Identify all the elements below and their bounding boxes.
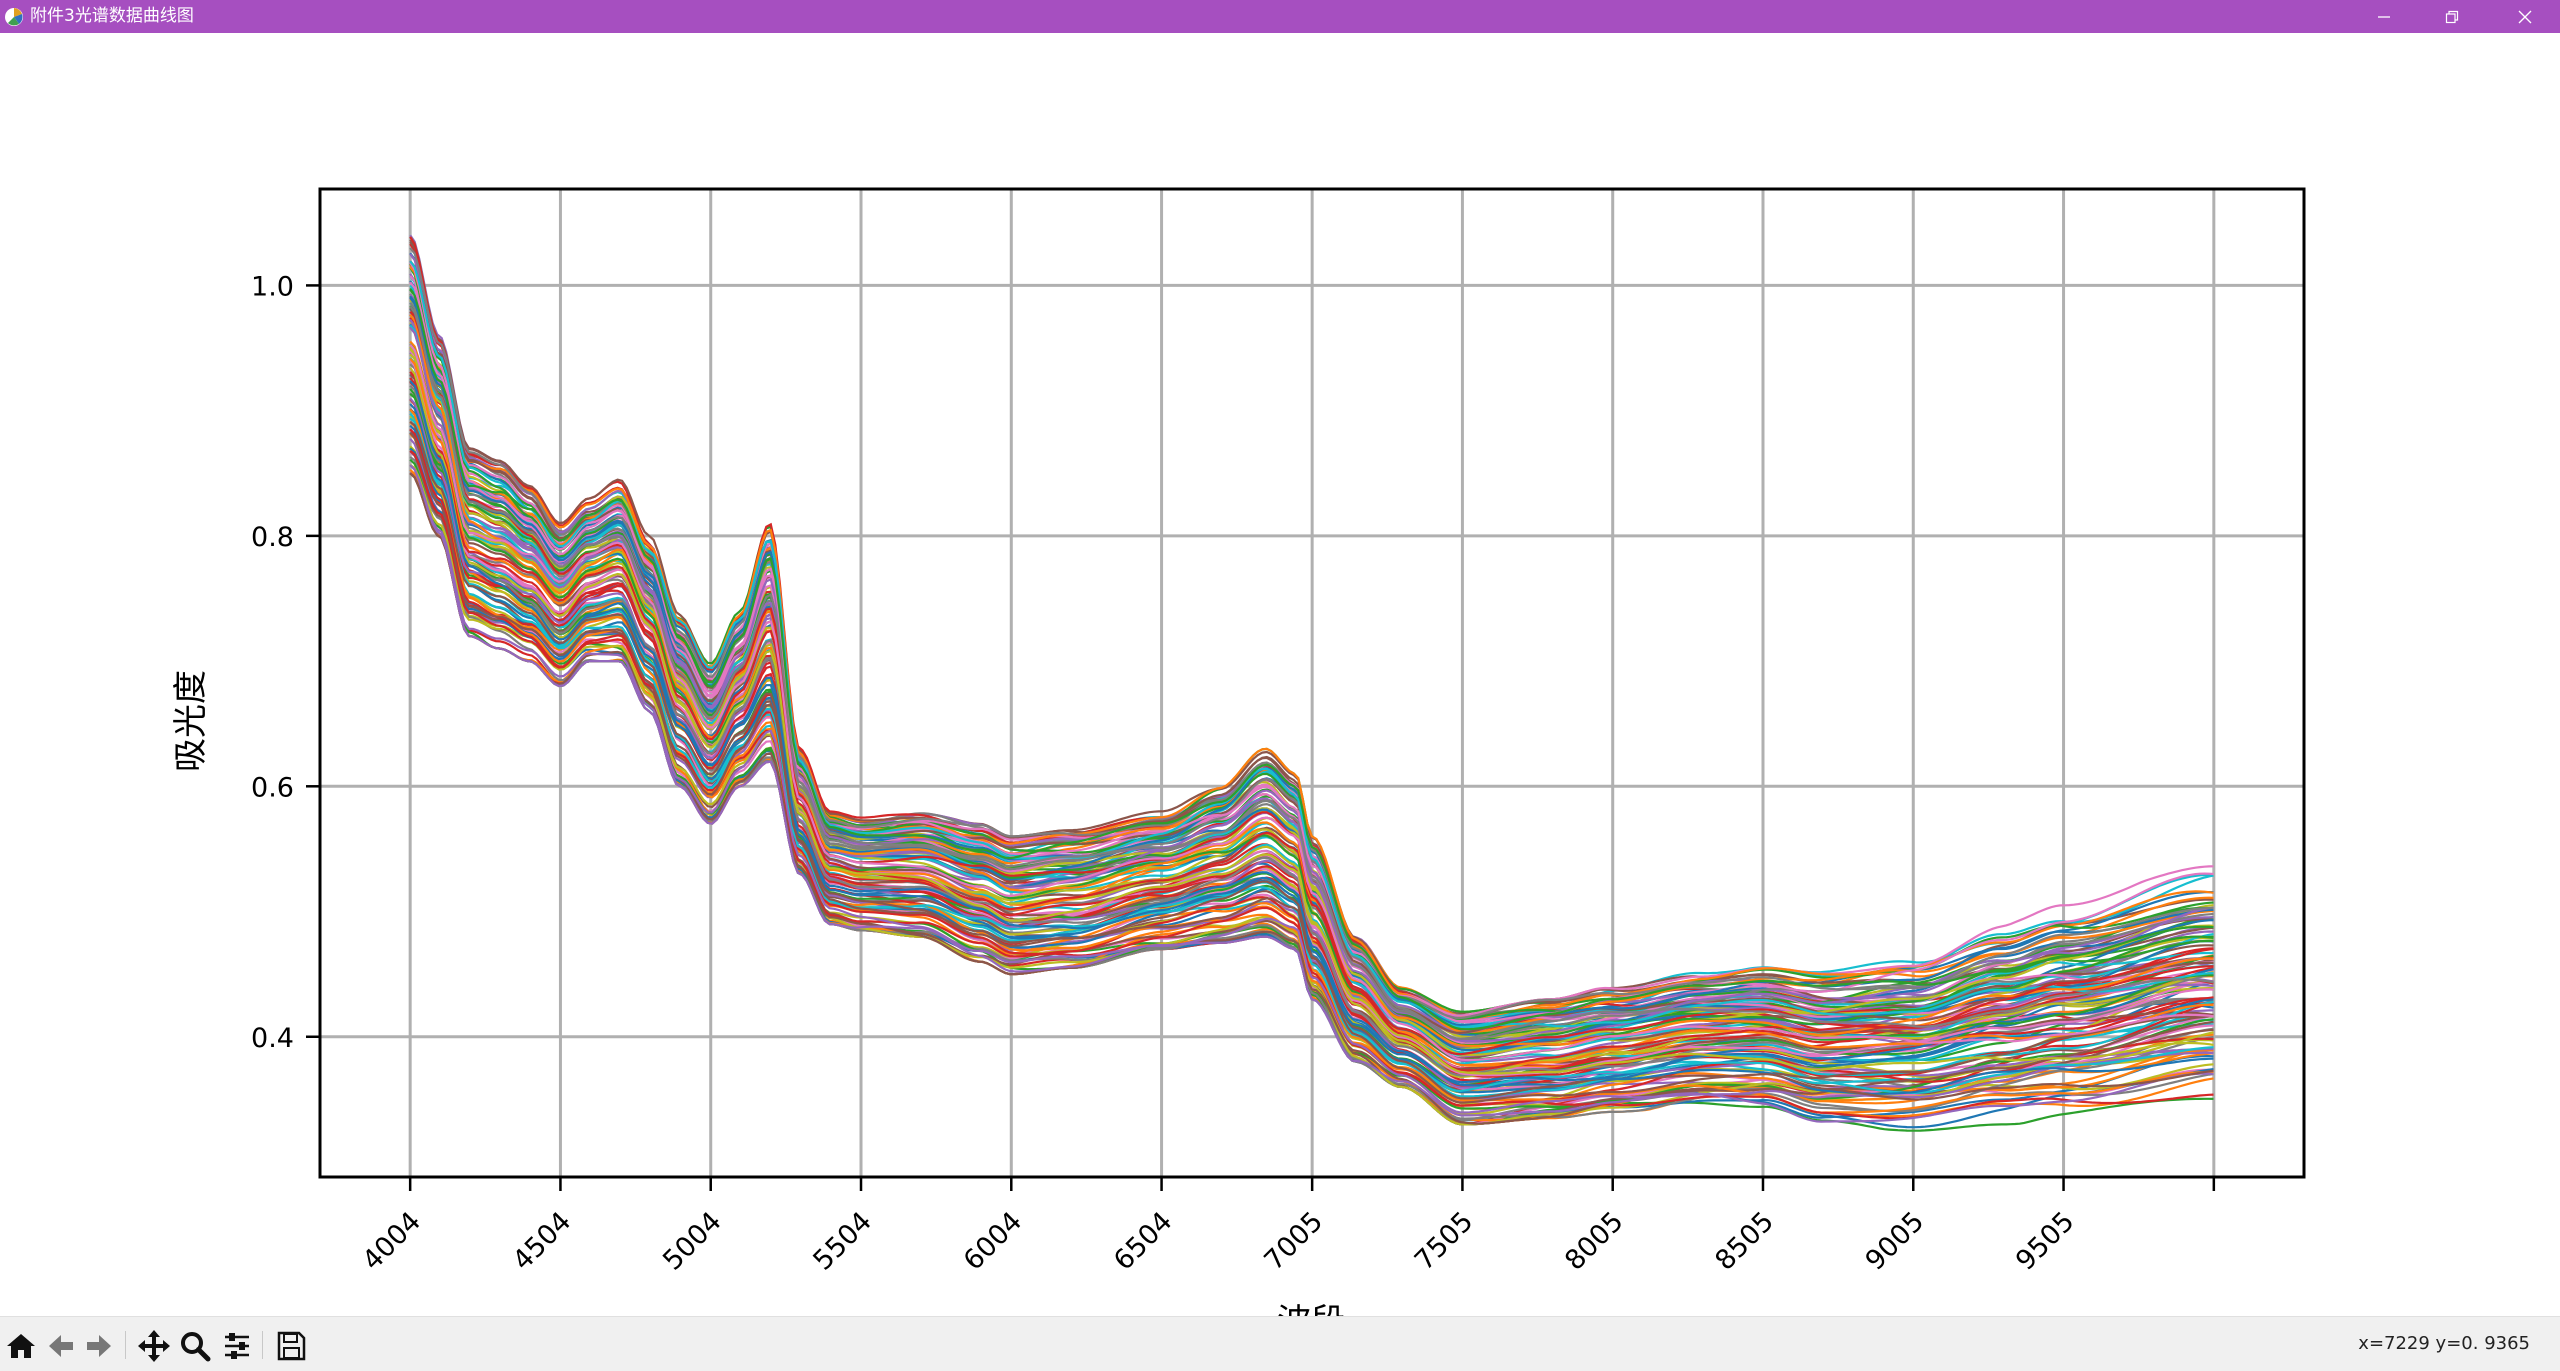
spectrum-series-line — [409, 343, 2214, 1061]
spectrum-series-line — [409, 260, 2214, 1029]
home-button[interactable] — [4, 1329, 38, 1363]
x-tick-label: 6004 — [958, 1206, 1029, 1277]
spectrum-series-line — [409, 288, 2214, 1031]
close-button[interactable] — [2496, 0, 2554, 33]
toolbar-separator — [262, 1331, 263, 1359]
restore-button[interactable] — [2423, 0, 2481, 33]
y-tick-label: 1.0 — [251, 271, 294, 302]
spectrum-series-line — [409, 432, 2214, 1100]
spectrum-line-chart: 4004 4504 5004 5504 6004 6504 7005 7505 8005 8505… — [171, 187, 2306, 1316]
x-tick-label: 7005 — [1259, 1206, 1330, 1277]
x-axis-label: 波段 — [1277, 1302, 1345, 1316]
x-tick-label: 9005 — [1860, 1206, 1931, 1277]
pan-button[interactable] — [137, 1329, 171, 1363]
restore-icon — [2445, 10, 2459, 23]
back-button[interactable] — [44, 1329, 78, 1363]
spectrum-series-line — [409, 247, 2214, 1020]
y-tick-label: 0.4 — [251, 1023, 294, 1054]
pan-icon — [138, 1330, 170, 1362]
zoom-icon — [181, 1332, 211, 1362]
navigation-toolbar: x=7229 y=0. 9365 — [0, 1316, 2560, 1371]
close-icon — [2518, 10, 2532, 23]
spectrum-series-line — [409, 464, 2214, 1123]
x-tick-label: 5004 — [657, 1206, 728, 1277]
app-icon — [5, 8, 23, 26]
spectrum-series-line — [409, 367, 2214, 1075]
toolbar-separator — [125, 1331, 126, 1359]
x-tick-label: 9505 — [2010, 1206, 2081, 1277]
zoom-button[interactable] — [178, 1329, 212, 1363]
spectrum-series-line — [409, 345, 2214, 1057]
title-bar: 附件3光谱数据曲线图 — [0, 0, 2560, 33]
y-axis-label: 吸光度 — [171, 670, 211, 772]
figure-canvas[interactable]: 4004 4504 5004 5504 6004 6504 7005 7505 8005 8505… — [0, 33, 2560, 1316]
x-tick-label: 8005 — [1559, 1206, 1630, 1277]
spectrum-series-line — [409, 472, 2214, 1125]
spectrum-series-line — [409, 302, 2214, 1042]
spectrum-series-line — [409, 420, 2214, 1104]
spectrum-series-line — [409, 464, 2214, 1114]
home-icon — [7, 1334, 35, 1358]
minimize-icon — [2378, 15, 2390, 18]
configure-subplots-icon — [225, 1333, 249, 1359]
x-tick-label: 8505 — [1709, 1206, 1780, 1277]
minimize-button[interactable] — [2355, 0, 2413, 33]
spectrum-series-line — [409, 262, 2214, 1024]
spectrum-series-line — [409, 266, 2214, 1023]
save-button[interactable] — [274, 1329, 308, 1363]
x-tick-label: 7505 — [1409, 1206, 1480, 1277]
configure-subplots-button[interactable] — [220, 1329, 254, 1363]
ticks: 4004 4504 5004 5504 6004 6504 7005 7505 8005 8505… — [251, 271, 2216, 1277]
x-tick-label: 5504 — [807, 1206, 878, 1277]
y-tick-label: 0.6 — [251, 772, 294, 803]
forward-button[interactable] — [82, 1329, 116, 1363]
spectrum-series-line — [409, 380, 2214, 1095]
y-tick-label: 0.8 — [251, 522, 294, 553]
back-arrow-icon — [49, 1335, 73, 1357]
x-tick-label: 4004 — [357, 1206, 428, 1277]
window-title: 附件3光谱数据曲线图 — [30, 6, 194, 26]
x-tick-label: 4504 — [507, 1206, 578, 1277]
cursor-coordinates: x=7229 y=0. 9365 — [2358, 1333, 2530, 1354]
spectrum-series-line — [409, 305, 2214, 1040]
series-group — [409, 234, 2214, 1132]
x-tick-label: 6504 — [1108, 1206, 1179, 1277]
forward-arrow-icon — [87, 1335, 111, 1357]
save-icon — [277, 1331, 306, 1361]
spectrum-series-line — [409, 343, 2214, 1062]
